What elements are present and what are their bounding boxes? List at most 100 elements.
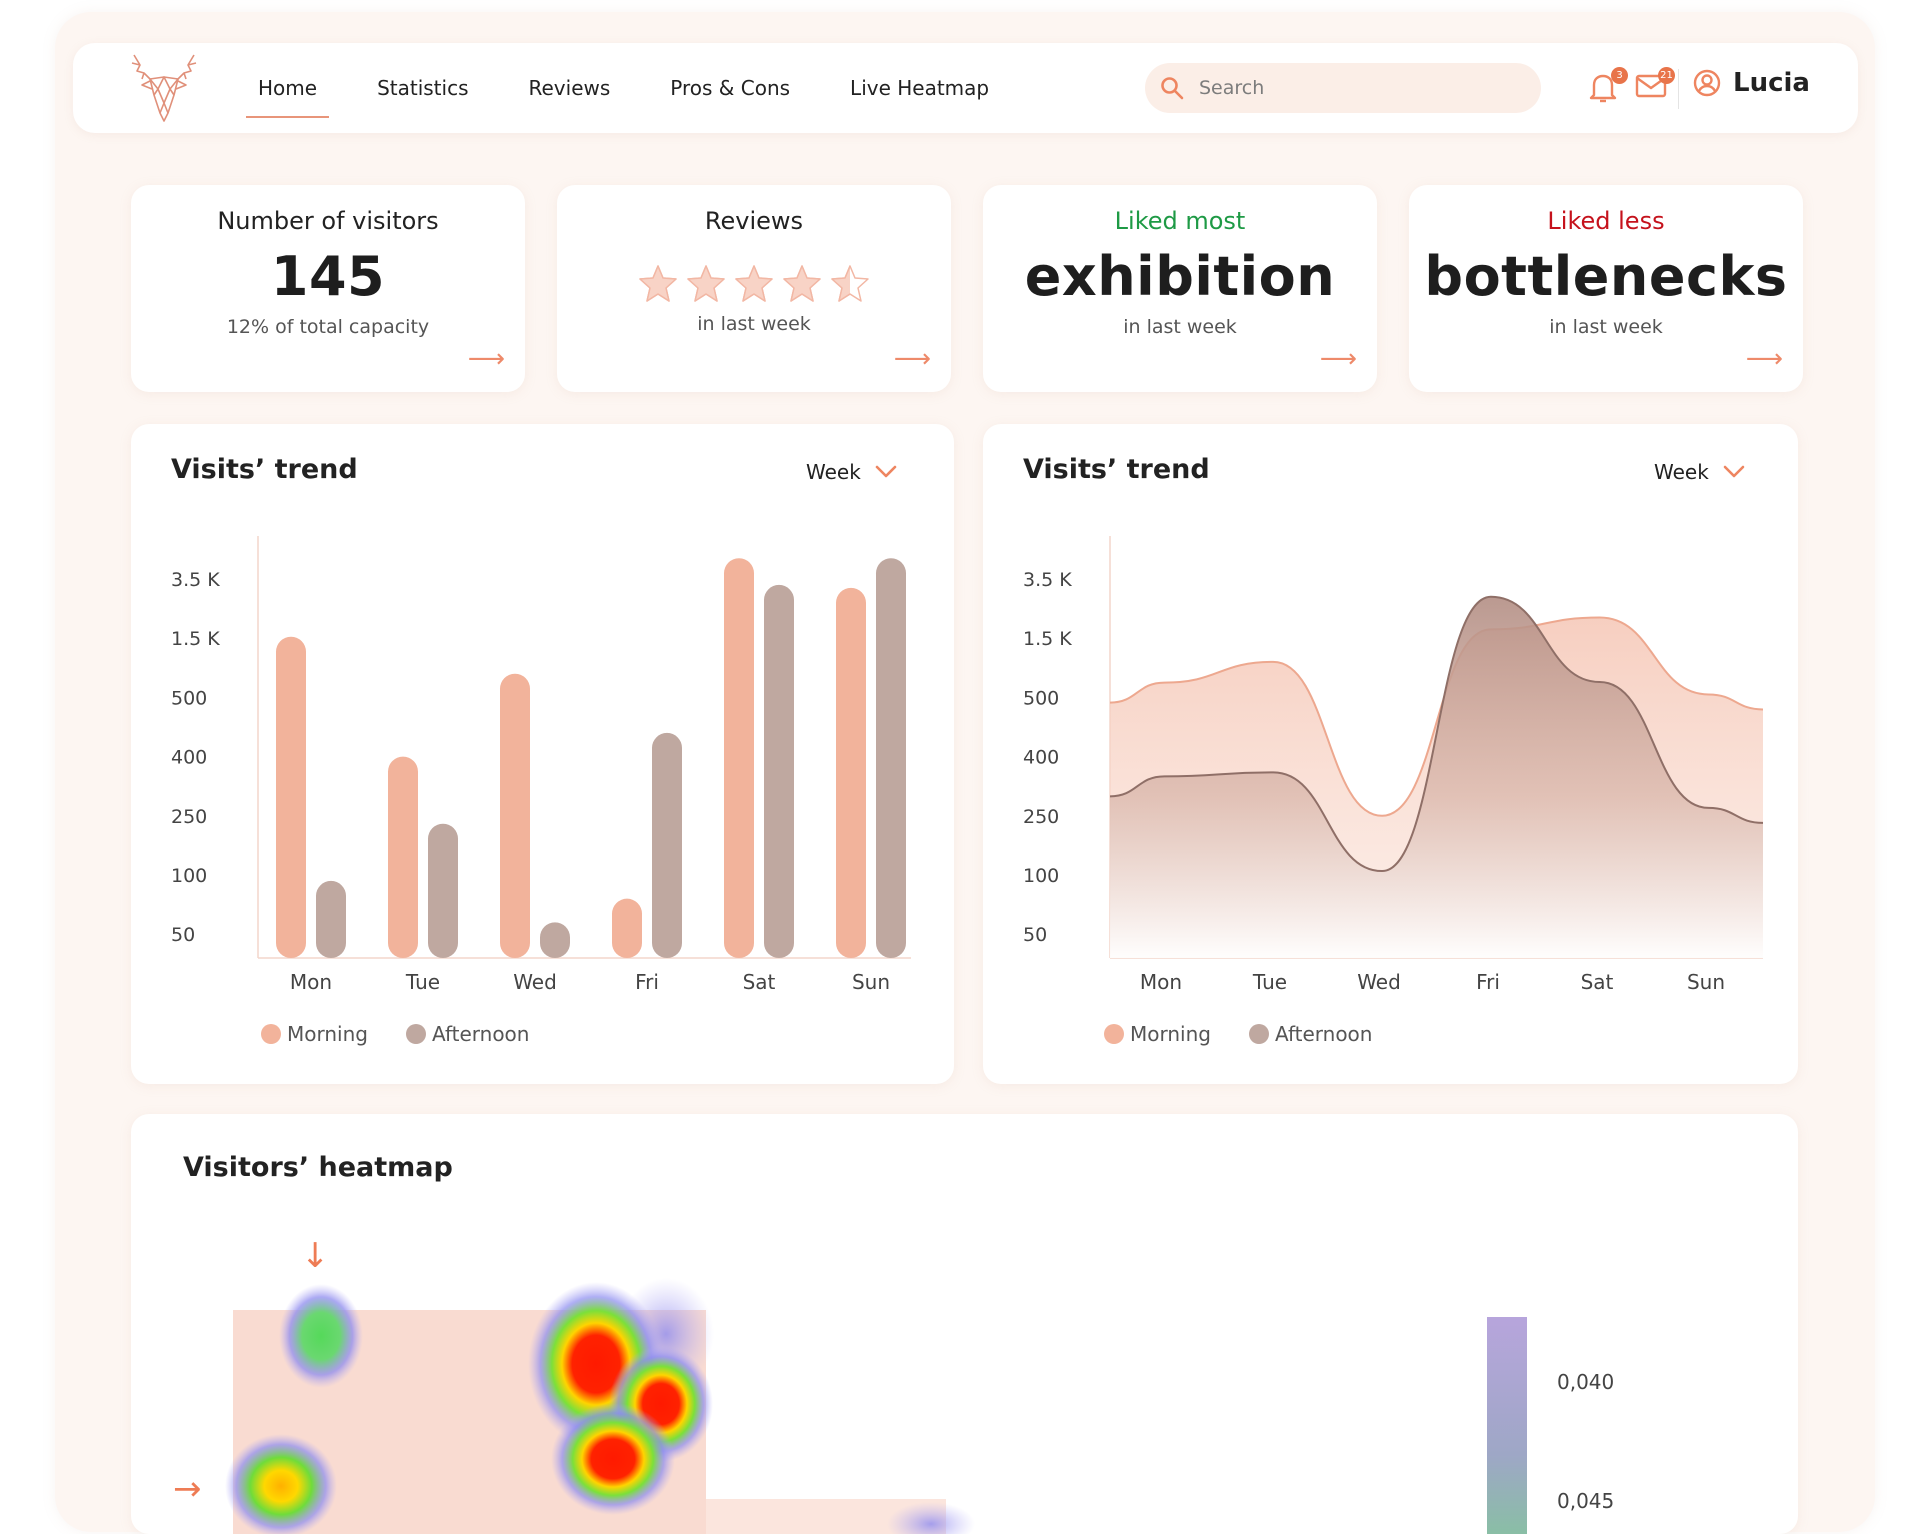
bar-afternoon-sat[interactable] (764, 584, 794, 958)
bar-afternoon-sun[interactable] (876, 558, 906, 958)
header-divider (1678, 69, 1679, 109)
area-chart-card: 3.5 K 1.5 K 500 400 250 100 50 Mon Tue Wed Fri Sat S… (983, 424, 1798, 1084)
scale-label: 0,040 (1557, 1370, 1615, 1394)
search-bar[interactable] (1145, 63, 1541, 113)
period-dropdown[interactable]: Week (806, 460, 897, 484)
chevron-down-icon (1723, 465, 1745, 478)
kpi-title: Liked most (1114, 207, 1246, 235)
x-tick-label: Mon (290, 970, 332, 994)
x-tick-label: Tue (405, 970, 440, 994)
kpi-card-liked-most[interactable]: Liked most exhibition in last week ⟶ (983, 185, 1377, 392)
user-avatar-icon (1693, 69, 1721, 97)
period-dropdown[interactable]: Week (1654, 460, 1745, 484)
heatmap-canvas[interactable] (131, 1114, 1798, 1534)
arrow-right-icon[interactable]: ⟶ (467, 344, 505, 374)
star-icon (783, 265, 821, 302)
arrow-right-icon[interactable]: ⟶ (1319, 344, 1357, 374)
area-chart: 3.5 K 1.5 K 500 400 250 100 50 Mon Tue Wed Fri Sat S… (1023, 536, 1764, 994)
area-afternoon (1110, 596, 1763, 958)
deer-logo-icon[interactable] (128, 51, 200, 125)
heat-spot (279, 1284, 363, 1388)
legend-dot (405, 1024, 426, 1044)
kpi-card-visitors[interactable]: Number of visitors 145 12% of total capa… (131, 185, 525, 392)
star-icon (831, 265, 869, 302)
heatmap-color-scale (1487, 1317, 1527, 1534)
bar-afternoon-mon[interactable] (316, 880, 346, 958)
top-navbar: Home Statistics Reviews Pros & Cons Live… (73, 43, 1858, 133)
x-tick-label: Sat (1581, 970, 1614, 994)
x-tick-label: Fri (1476, 970, 1500, 994)
y-tick-label: 500 (171, 687, 207, 709)
x-tick-label: Sun (1687, 970, 1725, 994)
legend-label: Afternoon (431, 1022, 530, 1046)
user-menu[interactable]: Lucia (1693, 68, 1810, 98)
legend-item-afternoon[interactable]: Afternoon (1248, 1022, 1373, 1046)
x-tick-label: Wed (1357, 970, 1401, 994)
bar-morning-mon[interactable] (276, 636, 306, 958)
bar-afternoon-tue[interactable] (428, 823, 458, 958)
kpi-card-liked-less[interactable]: Liked less bottlenecks in last week ⟶ (1409, 185, 1803, 392)
y-tick-label: 400 (171, 747, 207, 769)
kpi-subtitle: in last week (697, 313, 811, 335)
nav-live-heatmap[interactable]: Live Heatmap (850, 76, 990, 100)
nav-pros-cons[interactable]: Pros & Cons (670, 76, 791, 100)
bar-chart: 3.5 K 1.5 K 500 400 250 100 50 Mon Tue Wed Fri Sat S… (171, 536, 911, 994)
legend-item-morning[interactable]: Morning (261, 1022, 368, 1046)
y-tick-label: 250 (171, 806, 207, 828)
chart-title: Visits’ trend (1023, 454, 1210, 485)
bar-morning-wed[interactable] (500, 673, 530, 958)
legend-item-afternoon[interactable]: Afternoon (405, 1022, 530, 1046)
bar-morning-sat[interactable] (724, 558, 754, 958)
kpi-title: Reviews (704, 207, 804, 235)
kpi-subtitle: 12% of total capacity (226, 316, 430, 338)
y-tick-label: 50 (1023, 924, 1047, 946)
nav-home[interactable]: Home (246, 70, 330, 118)
arrow-right-icon: → (173, 1469, 202, 1509)
search-input[interactable] (1199, 77, 1519, 99)
legend-label: Afternoon (1274, 1022, 1373, 1046)
period-value: Week (1654, 460, 1709, 484)
arrow-right-icon[interactable]: ⟶ (893, 344, 931, 374)
kpi-subtitle: in last week (1123, 316, 1237, 338)
y-tick-label: 100 (1023, 865, 1059, 887)
legend-dot (261, 1024, 281, 1044)
nav-statistics[interactable]: Statistics (377, 76, 469, 100)
heat-spot (551, 1403, 675, 1515)
kpi-card-reviews[interactable]: Reviews in last week ⟶ (557, 185, 951, 392)
arrow-right-icon[interactable]: ⟶ (1745, 344, 1783, 374)
bar-morning-tue[interactable] (388, 756, 418, 958)
bar-afternoon-wed[interactable] (540, 922, 570, 958)
heat-spot (225, 1434, 337, 1534)
legend-label: Morning (287, 1022, 368, 1046)
bar-morning-sun[interactable] (836, 587, 866, 958)
y-tick-label: 250 (1023, 806, 1059, 828)
notifications-button[interactable]: 3 (1588, 67, 1628, 107)
notifications-badge: 3 (1611, 67, 1628, 84)
messages-button[interactable]: 21 (1635, 67, 1675, 107)
chart-legend: Morning Afternoon (261, 1022, 567, 1046)
bar-afternoon-fri[interactable] (652, 732, 682, 958)
x-tick-label: Tue (1252, 970, 1287, 994)
y-tick-label: 100 (171, 865, 207, 887)
star-icon (735, 265, 773, 302)
kpi-title: Number of visitors (217, 207, 439, 235)
line-afternoon[interactable] (1109, 595, 1764, 873)
y-tick-label: 3.5 K (1023, 569, 1072, 591)
scale-label: 0,045 (1557, 1489, 1615, 1513)
bar-morning-fri[interactable] (612, 898, 642, 958)
chart-legend: Morning Afternoon (1104, 1022, 1410, 1046)
y-tick-label: 3.5 K (171, 569, 220, 591)
kpi-value: bottlenecks (1424, 245, 1788, 308)
x-tick-label: Sat (743, 970, 776, 994)
y-tick-label: 1.5 K (1023, 628, 1072, 650)
star-icon (687, 265, 725, 302)
legend-dot (1104, 1024, 1124, 1044)
x-tick-label: Fri (635, 970, 659, 994)
nav-reviews[interactable]: Reviews (528, 76, 611, 100)
heatmap-card: Visitors’ heatmap 0,040 0,045 ↓ → (131, 1114, 1798, 1534)
legend-item-morning[interactable]: Morning (1104, 1022, 1211, 1046)
kpi-value: 145 (270, 245, 386, 308)
kpi-value: exhibition (1024, 245, 1336, 308)
y-tick-label: 500 (1023, 687, 1059, 709)
line-morning[interactable] (1109, 616, 1764, 817)
